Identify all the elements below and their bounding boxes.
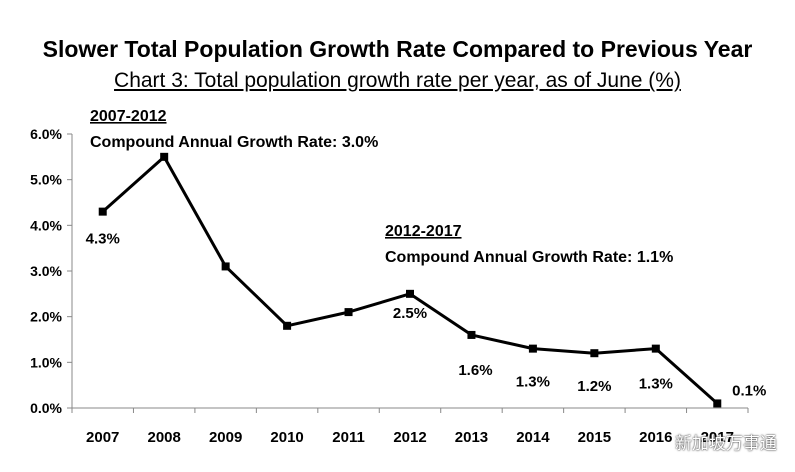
data-point [406, 289, 414, 298]
y-tick-label: 2.0% [30, 309, 62, 325]
chart-title: Slower Total Population Growth Rate Comp… [42, 36, 753, 62]
annotation-1-text: Compound Annual Growth Rate: 3.0% [90, 134, 378, 151]
x-tick-label: 2017 [701, 429, 734, 446]
y-tick-label: 5.0% [30, 172, 62, 188]
series-line [101, 155, 719, 405]
data-point [98, 207, 107, 216]
data-point [651, 344, 660, 353]
data-label: 0.1% [732, 382, 766, 399]
x-tick-label: 2016 [639, 429, 672, 446]
data-label: 2.5% [393, 305, 427, 322]
x-tick-label: 2012 [393, 429, 426, 446]
data-label: 1.6% [458, 362, 492, 379]
data-point [713, 399, 722, 408]
data-label: 1.3% [516, 374, 550, 391]
y-tick-label: 0.0% [30, 400, 62, 416]
data-point [283, 321, 292, 330]
data-point [590, 349, 599, 358]
y-tick-label: 6.0% [30, 126, 62, 142]
chart-subtitle: Chart 3: Total population growth rate pe… [114, 69, 681, 92]
data-label: 1.2% [577, 378, 611, 395]
data-point [160, 152, 169, 161]
data-point [467, 330, 476, 339]
y-tick-label: 3.0% [30, 263, 62, 279]
data-label: 1.3% [639, 376, 673, 393]
annotation-2-heading: 2012-2017 [385, 223, 462, 240]
data-point [528, 344, 537, 353]
annotation-2-text: Compound Annual Growth Rate: 1.1% [385, 249, 673, 266]
y-tick-label: 4.0% [30, 217, 62, 233]
x-tick-label: 2015 [578, 429, 611, 446]
annotation-1-heading: 2007-2012 [90, 108, 167, 125]
x-tick-label: 2011 [332, 429, 365, 446]
x-tick-label: 2010 [270, 429, 303, 446]
x-tick-label: 2008 [147, 429, 180, 446]
watermark: 新加坡万事通 [675, 434, 777, 453]
x-tick-label: 2013 [455, 429, 488, 446]
x-tick-label: 2014 [516, 429, 550, 446]
data-point [344, 308, 353, 317]
data-point [221, 262, 230, 271]
x-tick-label: 2009 [209, 429, 242, 446]
data-label: 4.3% [86, 231, 120, 248]
y-tick-label: 1.0% [30, 354, 62, 370]
x-tick-label: 2007 [86, 429, 119, 446]
